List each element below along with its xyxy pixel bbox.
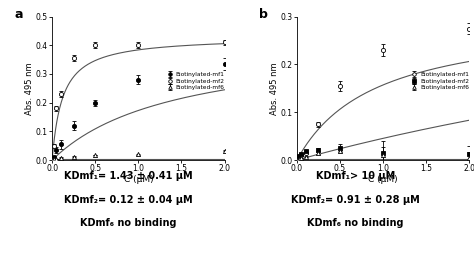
- Text: KDmf₂= 0.12 ± 0.04 μM: KDmf₂= 0.12 ± 0.04 μM: [64, 195, 192, 205]
- Y-axis label: Abs. 495 nm: Abs. 495 nm: [26, 62, 35, 115]
- Text: b: b: [259, 8, 268, 21]
- Y-axis label: Abs. 495 nm: Abs. 495 nm: [270, 62, 279, 115]
- Text: KDmf₁= 1.43 ± 0.41 μM: KDmf₁= 1.43 ± 0.41 μM: [64, 171, 192, 181]
- X-axis label: C (μM): C (μM): [368, 175, 398, 184]
- Text: KDmf₂= 0.91 ± 0.28 μM: KDmf₂= 0.91 ± 0.28 μM: [291, 195, 420, 205]
- Legend: Biotinylated-mf1, Biotinylated-mf2, Biotinylated-mf6: Biotinylated-mf1, Biotinylated-mf2, Biot…: [165, 71, 225, 91]
- Text: KDmf₆ no binding: KDmf₆ no binding: [307, 218, 404, 228]
- Legend: Biotinylated-mf1, Biotinylated-mf2, Biotinylated-mf6: Biotinylated-mf1, Biotinylated-mf2, Biot…: [410, 71, 470, 91]
- Text: KDmf₁> 10 μM: KDmf₁> 10 μM: [316, 171, 395, 181]
- Text: KDmf₆ no binding: KDmf₆ no binding: [80, 218, 176, 228]
- Text: a: a: [14, 8, 23, 21]
- X-axis label: C (μM): C (μM): [124, 175, 153, 184]
